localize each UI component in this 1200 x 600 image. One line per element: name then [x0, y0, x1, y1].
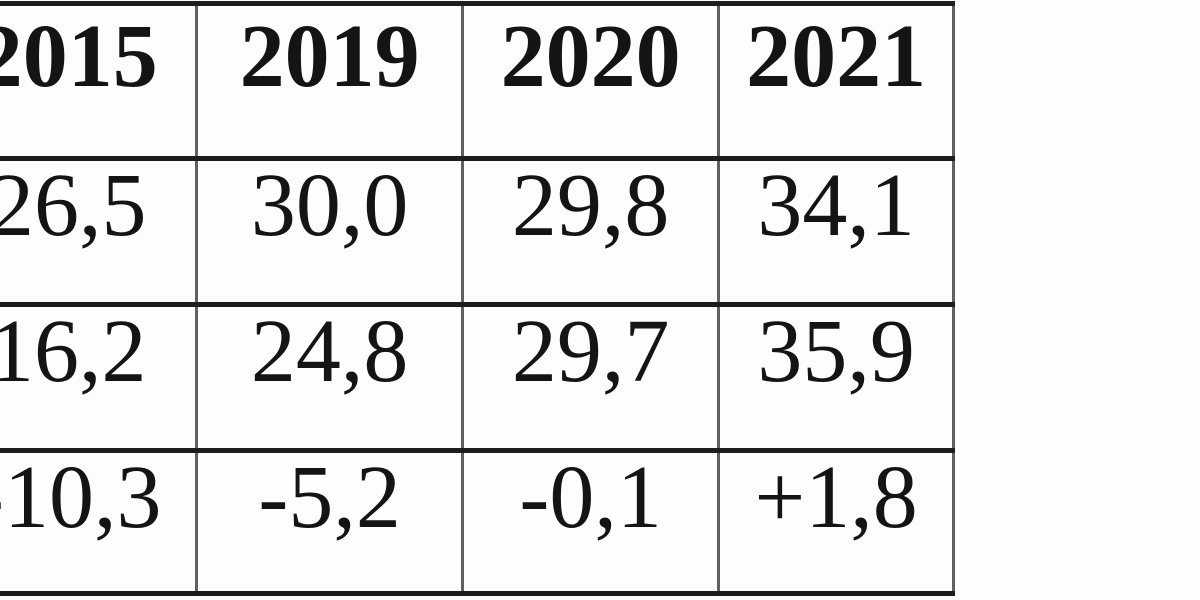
col-header-2015: 2015 — [0, 1, 199, 161]
table-row: -10,3 -5,2 -0,1 +1,8 — [0, 448, 955, 596]
value-cell: 29,7 — [460, 302, 721, 453]
header-row: 2015 2019 2020 2021 — [0, 1, 955, 161]
value-cell: 24,8 — [195, 302, 464, 453]
table-row: 26,5 30,0 29,8 34,1 — [0, 156, 955, 307]
value-cell: 35,9 — [717, 302, 955, 453]
value-cell: +1,8 — [717, 448, 955, 596]
value-cell: 30,0 — [195, 156, 464, 307]
table-row: 16,2 24,8 29,7 35,9 — [0, 302, 955, 453]
value-cell: 29,8 — [460, 156, 721, 307]
value-cell: 34,1 — [717, 156, 955, 307]
col-header-2020: 2020 — [460, 1, 721, 161]
year-data-table: 2015 2019 2020 2021 26,5 30,0 29,8 34,1 … — [0, 1, 955, 596]
value-cell: 16,2 — [0, 302, 199, 453]
col-header-2021: 2021 — [717, 1, 955, 161]
col-header-2019: 2019 — [195, 1, 464, 161]
value-cell: -0,1 — [460, 448, 721, 596]
value-cell: -5,2 — [195, 448, 464, 596]
value-cell: 26,5 — [0, 156, 199, 307]
value-cell: -10,3 — [0, 448, 199, 596]
